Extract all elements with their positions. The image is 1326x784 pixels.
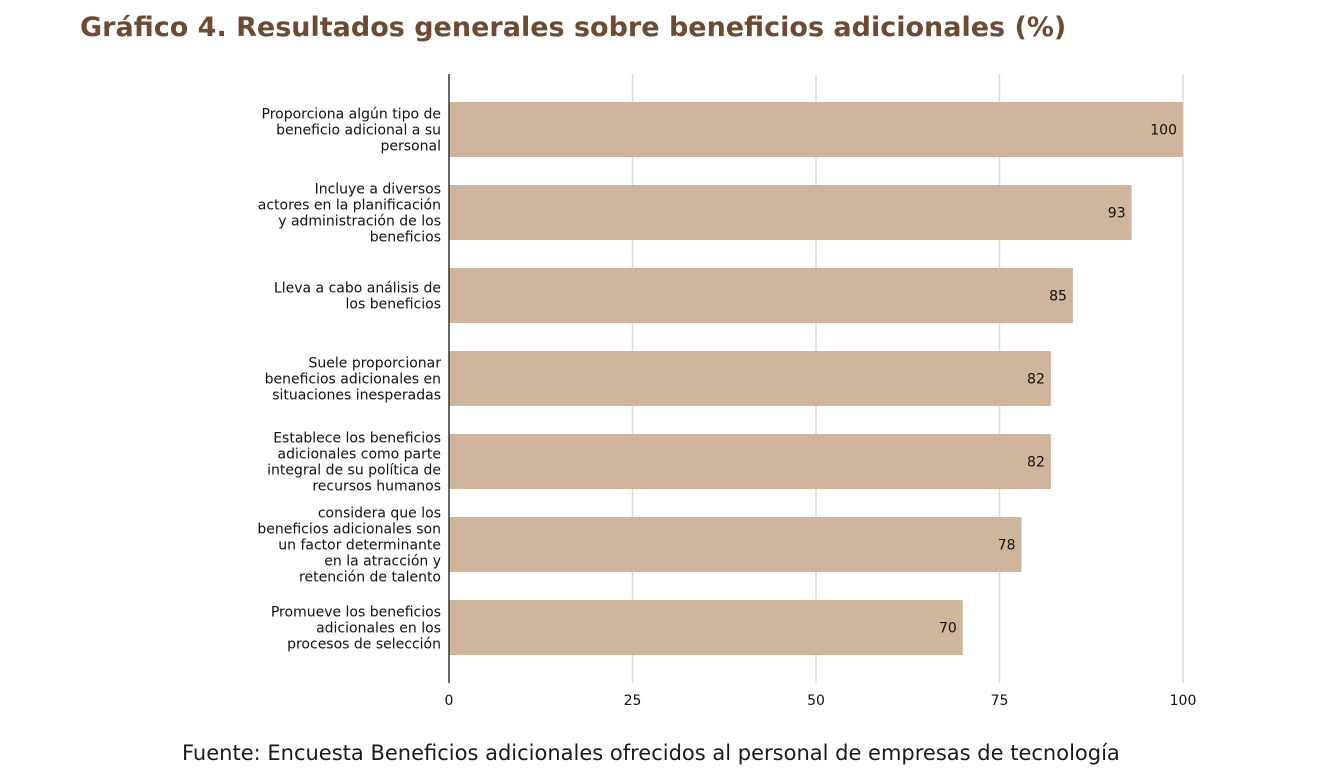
- category-label: Proporciona algún tipo de beneficio adici…: [262, 107, 442, 155]
- chart-title: Gráfico 4. Resultados generales sobre be…: [80, 12, 1067, 43]
- data-label: 93: [1108, 206, 1126, 222]
- category-label: Incluye a diversos actores en la planific…: [258, 182, 441, 246]
- bars: [449, 102, 1183, 655]
- category-label: Establece los beneficios adicionales como…: [267, 431, 441, 495]
- source-note: Fuente: Encuesta Beneficios adicionales …: [182, 741, 1120, 765]
- bar: [449, 517, 1022, 572]
- category-label: Lleva a cabo análisis de los beneficios: [274, 281, 441, 313]
- bar: [449, 268, 1073, 323]
- bar: [449, 102, 1183, 157]
- x-tick-label: 25: [624, 693, 642, 709]
- category-labels: Proporciona algún tipo de beneficio adici…: [257, 107, 441, 653]
- category-label: considera que los beneficios adicionales …: [257, 506, 441, 586]
- x-tick-labels: 0 25 50 75 100: [445, 693, 1197, 709]
- bar-chart: 100 93 85 82 82 78 70 Proporciona algún tipo d…: [257, 74, 1197, 709]
- data-label: 82: [1027, 372, 1045, 388]
- x-tick-label: 75: [991, 693, 1009, 709]
- x-tick-label: 0: [445, 693, 454, 709]
- bar: [449, 434, 1051, 489]
- data-label: 70: [939, 621, 957, 637]
- data-label: 85: [1049, 289, 1067, 305]
- category-label: Suele proporcionar beneficios adicionales…: [265, 356, 442, 404]
- x-tick-label: 100: [1170, 693, 1197, 709]
- data-labels: 100 93 85 82 82 78 70: [939, 123, 1177, 637]
- data-label: 78: [998, 538, 1016, 554]
- data-label: 100: [1150, 123, 1177, 139]
- bar: [449, 351, 1051, 406]
- data-label: 82: [1027, 455, 1045, 471]
- bar: [449, 185, 1132, 240]
- x-tick-label: 50: [807, 693, 825, 709]
- category-label: Promueve los beneficios adicionales en lo…: [271, 605, 441, 653]
- bar: [449, 600, 963, 655]
